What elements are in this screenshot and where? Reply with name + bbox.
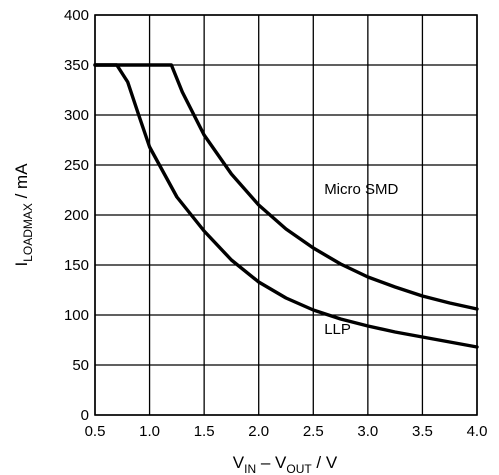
x-tick-label: 3.0 — [357, 423, 378, 440]
y-tick-label: 200 — [64, 207, 89, 224]
y-axis-title: ILOADMAX / mA — [12, 163, 35, 267]
y-tick-label: 350 — [64, 57, 89, 74]
x-tick-labels: 0.5 1.0 1.5 2.0 2.5 3.0 3.5 4.0 — [85, 423, 488, 440]
x-tick-label: 3.5 — [412, 423, 433, 440]
x-tick-label: 1.0 — [139, 423, 160, 440]
annotation-llp: LLP — [324, 321, 351, 338]
y-tick-labels: 0 50 100 150 200 250 300 350 400 — [64, 7, 89, 424]
series-lines — [93, 63, 479, 349]
y-tick-label: 50 — [72, 357, 89, 374]
x-tick-label: 1.5 — [194, 423, 215, 440]
y-tick-label: 250 — [64, 157, 89, 174]
x-axis-title: VIN – VOUT / V — [233, 453, 338, 475]
annotations: Micro SMD LLP — [324, 181, 398, 338]
y-tick-label: 0 — [81, 407, 89, 424]
x-tick-label: 2.0 — [248, 423, 269, 440]
y-tick-label: 300 — [64, 107, 89, 124]
plot-frame — [94, 14, 478, 416]
y-tick-label: 400 — [64, 7, 89, 24]
annotation-micro-smd: Micro SMD — [324, 181, 398, 198]
y-tick-label: 150 — [64, 257, 89, 274]
x-tick-label: 4.0 — [467, 423, 488, 440]
x-tick-label: 2.5 — [303, 423, 324, 440]
y-tick-label: 100 — [64, 307, 89, 324]
gridlines — [94, 14, 478, 416]
series-line-micro-smd — [93, 63, 479, 311]
series-line-llp — [93, 63, 479, 349]
x-tick-label: 0.5 — [85, 423, 106, 440]
